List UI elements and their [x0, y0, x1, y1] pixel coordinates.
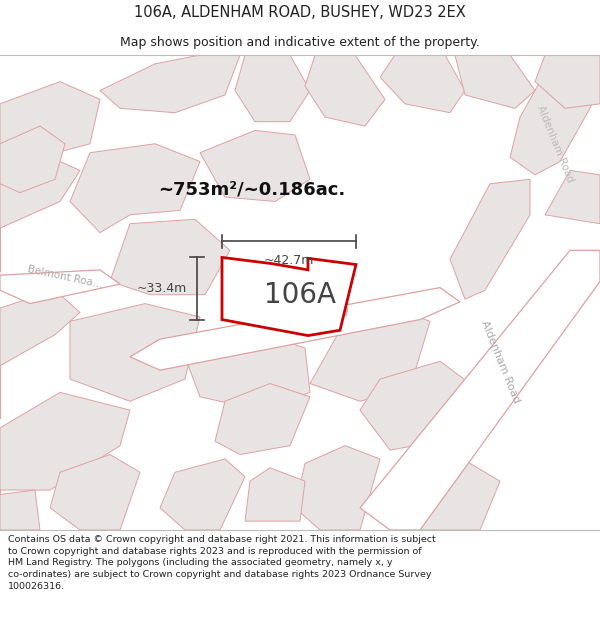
Polygon shape: [455, 55, 535, 108]
Text: 106A: 106A: [264, 281, 336, 309]
Polygon shape: [360, 251, 600, 530]
Polygon shape: [510, 55, 600, 175]
Polygon shape: [50, 454, 140, 530]
Polygon shape: [0, 126, 65, 192]
Polygon shape: [0, 157, 80, 272]
Polygon shape: [535, 55, 600, 108]
Polygon shape: [100, 55, 240, 112]
Text: ~753m²/~0.186ac.: ~753m²/~0.186ac.: [158, 181, 346, 199]
Polygon shape: [70, 304, 200, 401]
Polygon shape: [380, 55, 465, 112]
Text: ~42.7m: ~42.7m: [264, 254, 314, 267]
Polygon shape: [295, 446, 380, 530]
Polygon shape: [400, 454, 500, 530]
Polygon shape: [245, 468, 305, 521]
Polygon shape: [0, 490, 40, 530]
Polygon shape: [310, 308, 430, 401]
Polygon shape: [185, 334, 310, 410]
Polygon shape: [545, 171, 600, 224]
Text: ~33.4m: ~33.4m: [137, 282, 187, 295]
Polygon shape: [360, 361, 470, 450]
Polygon shape: [0, 270, 120, 304]
Polygon shape: [450, 179, 530, 299]
Polygon shape: [235, 55, 310, 122]
Text: 106A, ALDENHAM ROAD, BUSHEY, WD23 2EX: 106A, ALDENHAM ROAD, BUSHEY, WD23 2EX: [134, 4, 466, 19]
Polygon shape: [222, 258, 356, 336]
Polygon shape: [110, 219, 230, 295]
Polygon shape: [0, 290, 80, 419]
Text: Belmont Roa…: Belmont Roa…: [26, 264, 104, 290]
Text: Aldenham Road: Aldenham Road: [479, 319, 521, 404]
Polygon shape: [130, 288, 460, 370]
Polygon shape: [200, 131, 310, 201]
Polygon shape: [0, 82, 100, 157]
Polygon shape: [70, 144, 200, 232]
Polygon shape: [160, 459, 245, 530]
Text: Contains OS data © Crown copyright and database right 2021. This information is : Contains OS data © Crown copyright and d…: [8, 535, 436, 591]
Polygon shape: [0, 392, 130, 530]
Polygon shape: [305, 55, 385, 126]
Text: Map shows position and indicative extent of the property.: Map shows position and indicative extent…: [120, 36, 480, 49]
Polygon shape: [215, 384, 310, 454]
Text: Belmont Road: Belmont Road: [271, 292, 349, 318]
Text: Aldenham Road: Aldenham Road: [535, 104, 575, 184]
